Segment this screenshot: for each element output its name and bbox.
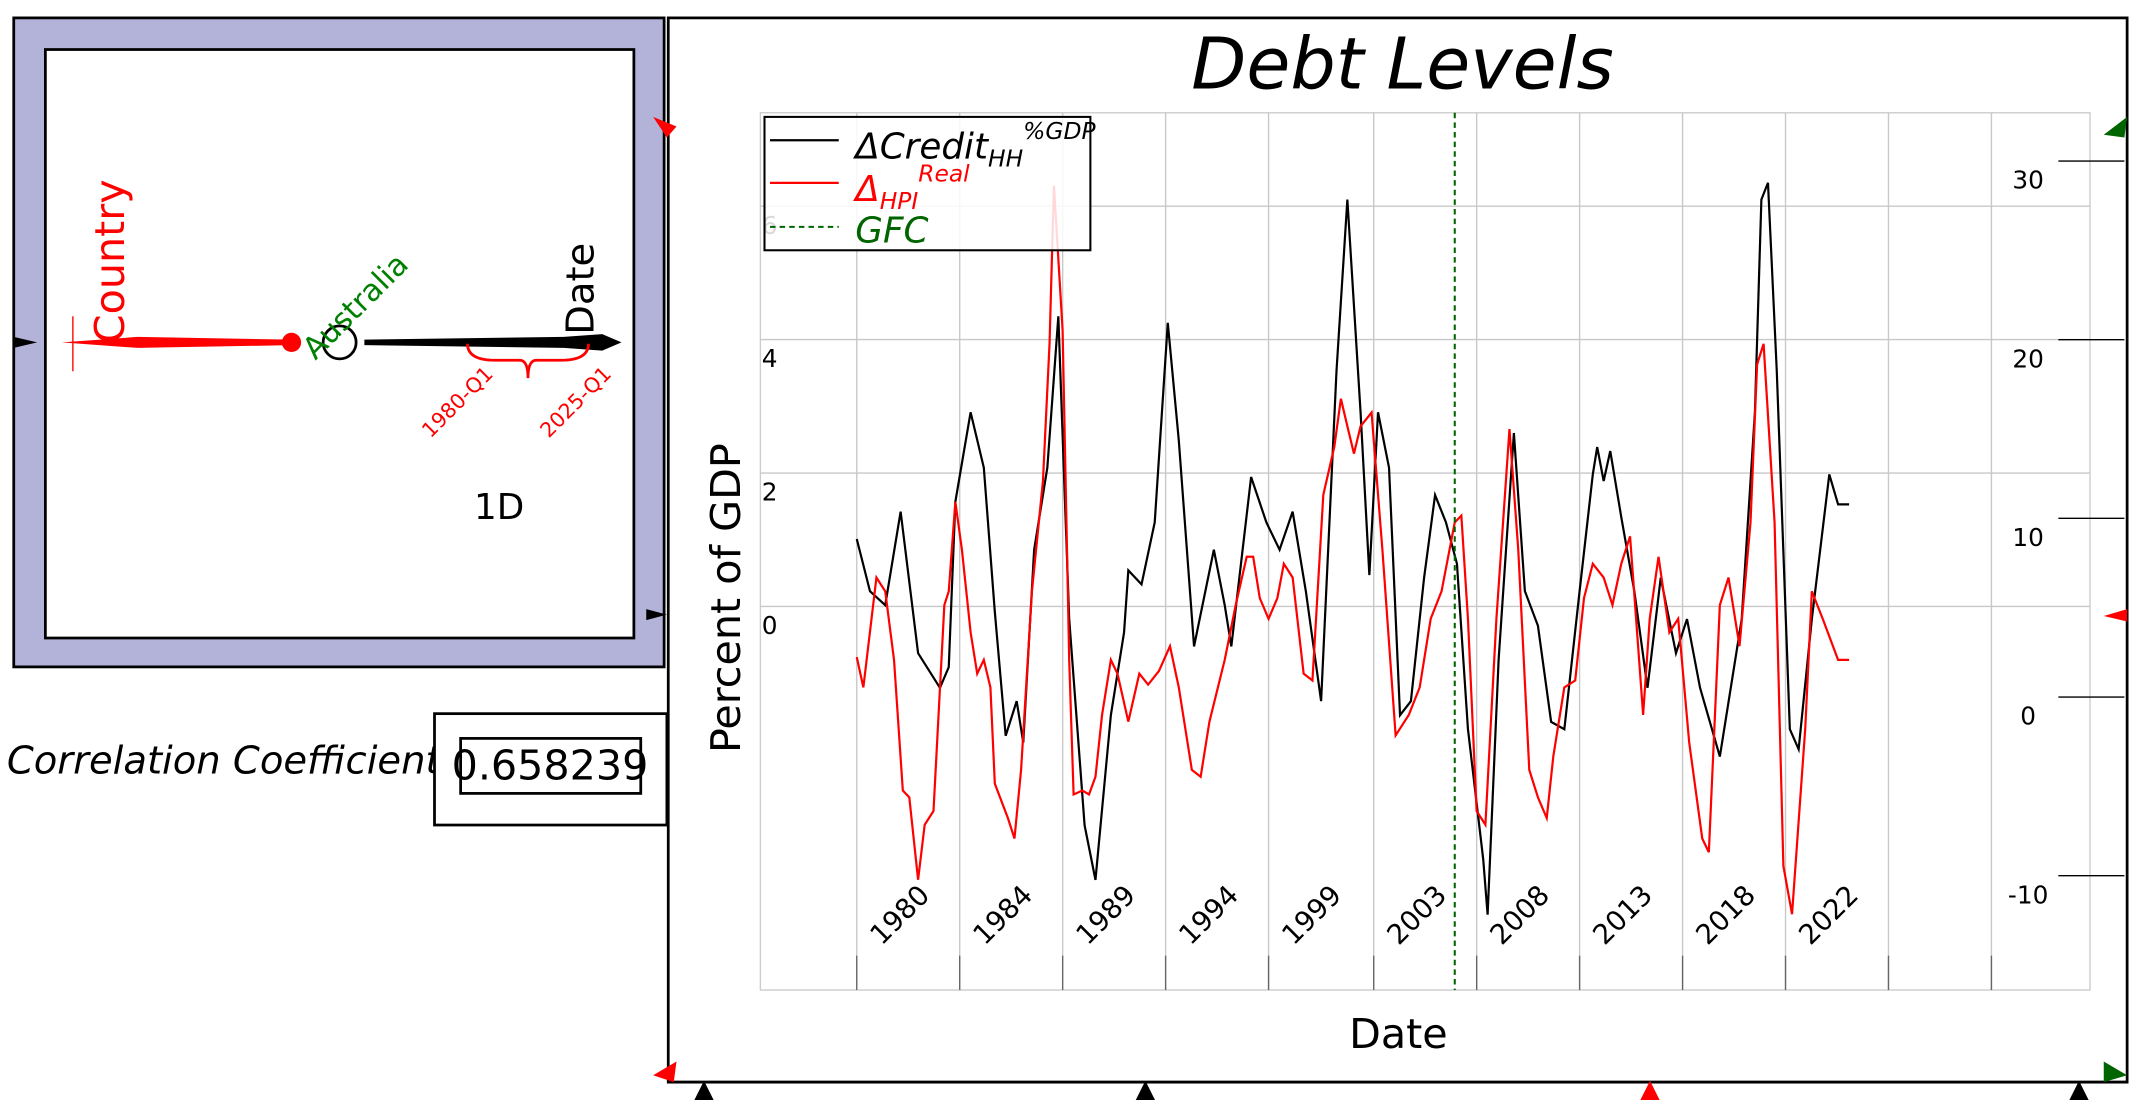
country-arrow xyxy=(61,336,292,348)
legend-label: ΔHPIReal xyxy=(852,159,970,215)
corner-handle[interactable] xyxy=(653,1061,677,1083)
y2-tick-label: 30 xyxy=(2012,166,2043,195)
bottom-handle[interactable] xyxy=(1135,1080,1155,1101)
chart-frame xyxy=(666,16,2129,1084)
legend-label-part: %GDP xyxy=(1023,117,1096,145)
bottom-handle[interactable] xyxy=(2069,1080,2089,1101)
correlation-field[interactable] xyxy=(459,737,643,795)
origin-handle[interactable] xyxy=(321,324,358,361)
dot[interactable] xyxy=(281,332,302,353)
corner-handle[interactable] xyxy=(2103,116,2128,138)
y2-tick-label: -10 xyxy=(2008,880,2048,909)
legend-label: ΔCreditHH%GDP xyxy=(852,117,1096,173)
series-line xyxy=(855,185,1850,915)
legend-label-part: ΔCredit xyxy=(852,127,990,168)
bottom-handle[interactable] xyxy=(1640,1080,1660,1101)
y2-tick-label: 0 xyxy=(2020,702,2036,731)
axis-label: Country xyxy=(86,179,134,343)
x-axis-label: Date xyxy=(1349,1010,1448,1058)
correlation-value: 0.658239 xyxy=(452,742,649,790)
legend-label-part: HPI xyxy=(880,187,919,215)
plot-area xyxy=(759,112,2091,991)
y-tick-label: 4 xyxy=(762,344,778,373)
axis-label: Date xyxy=(559,243,604,335)
bottom-handle[interactable] xyxy=(694,1080,714,1101)
y2-tick-label: 10 xyxy=(2012,523,2043,552)
y-tick-label: 2 xyxy=(762,478,778,507)
corner-handle[interactable] xyxy=(2103,1061,2128,1083)
legend-label: GFC xyxy=(855,210,928,251)
chart-title: Debt Levels xyxy=(1191,22,1613,105)
y-tick-label: 0 xyxy=(762,611,778,640)
date-arrow xyxy=(364,334,622,351)
mode-label: 1D xyxy=(474,487,524,528)
range-brace[interactable] xyxy=(466,343,590,379)
y-axis-label: Percent of GDP xyxy=(702,443,750,753)
legend-label-part: HH xyxy=(988,144,1023,172)
legend-label-part: Δ xyxy=(852,169,879,210)
correlation-label: Correlation Coefficient xyxy=(7,739,443,784)
corner-handle[interactable] xyxy=(653,116,677,138)
edge-handle[interactable] xyxy=(646,609,667,621)
edge-handle[interactable] xyxy=(13,336,38,348)
legend-label-part: Real xyxy=(918,159,970,187)
y2-tick-label: 20 xyxy=(2012,344,2043,373)
edge-handle[interactable] xyxy=(2103,609,2128,622)
